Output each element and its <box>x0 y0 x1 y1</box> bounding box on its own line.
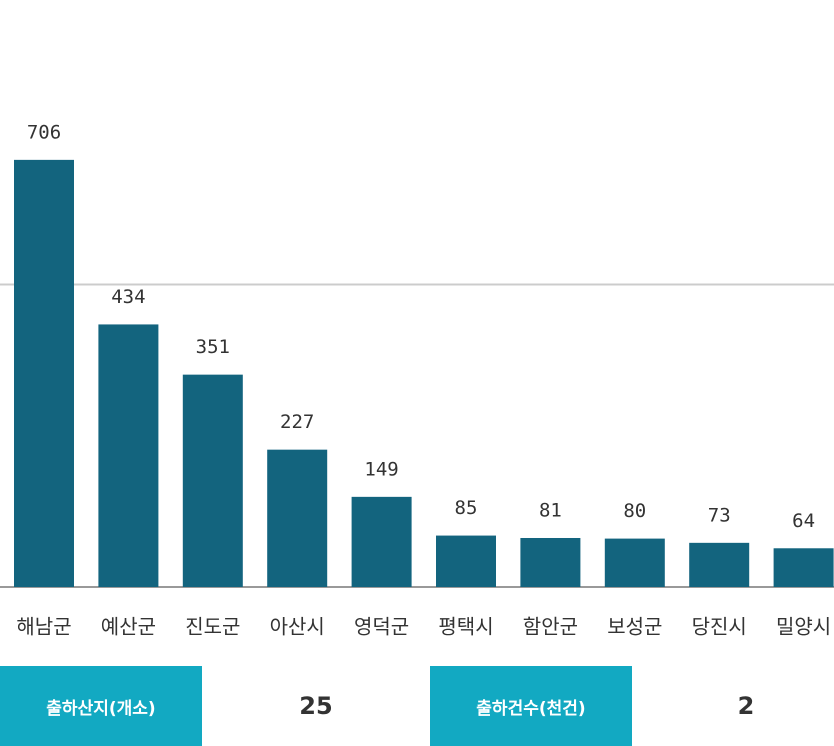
stat-label: 출하산지(개소) <box>0 666 202 746</box>
value-label: 80 <box>623 500 646 522</box>
bar <box>14 159 74 587</box>
value-label: 149 <box>364 458 398 480</box>
value-label: 85 <box>455 497 478 519</box>
value-label: 351 <box>196 336 230 358</box>
x-tick-label: 영덕군 <box>354 615 409 639</box>
x-tick-label: 예산군 <box>101 615 156 639</box>
bar <box>182 374 243 587</box>
stat-value: 2 <box>737 692 755 720</box>
bar <box>267 449 328 587</box>
bar <box>773 548 834 587</box>
x-tick-label: 밀양시 <box>776 615 831 639</box>
bar <box>689 542 750 587</box>
x-tick-label: 진도군 <box>185 615 240 639</box>
value-label: 64 <box>792 510 815 532</box>
x-tick-label: 평택시 <box>438 615 493 639</box>
stat-label: 출하건수(천건) <box>430 666 632 746</box>
bar <box>604 538 665 587</box>
stat-value: 25 <box>299 692 333 720</box>
bar <box>436 535 496 587</box>
x-tick-label: 해남군 <box>16 615 71 639</box>
value-label: 73 <box>708 504 731 526</box>
value-label: 227 <box>280 411 314 433</box>
x-tick-label: 당진시 <box>692 615 747 639</box>
chart: 706 해남군 434 예산군 351 진도군 227 아산시 149 영덕군 85 평택시 81 함안군… <box>0 121 834 639</box>
x-tick-label: 아산시 <box>270 615 325 639</box>
value-label: 434 <box>111 286 145 308</box>
value-label: 81 <box>539 499 562 521</box>
x-tick-label: 함안군 <box>523 615 578 639</box>
value-label: 706 <box>27 121 61 143</box>
x-tick-label: 보성군 <box>607 615 662 639</box>
bar <box>520 537 581 587</box>
bar <box>351 496 412 587</box>
bar <box>98 324 159 587</box>
